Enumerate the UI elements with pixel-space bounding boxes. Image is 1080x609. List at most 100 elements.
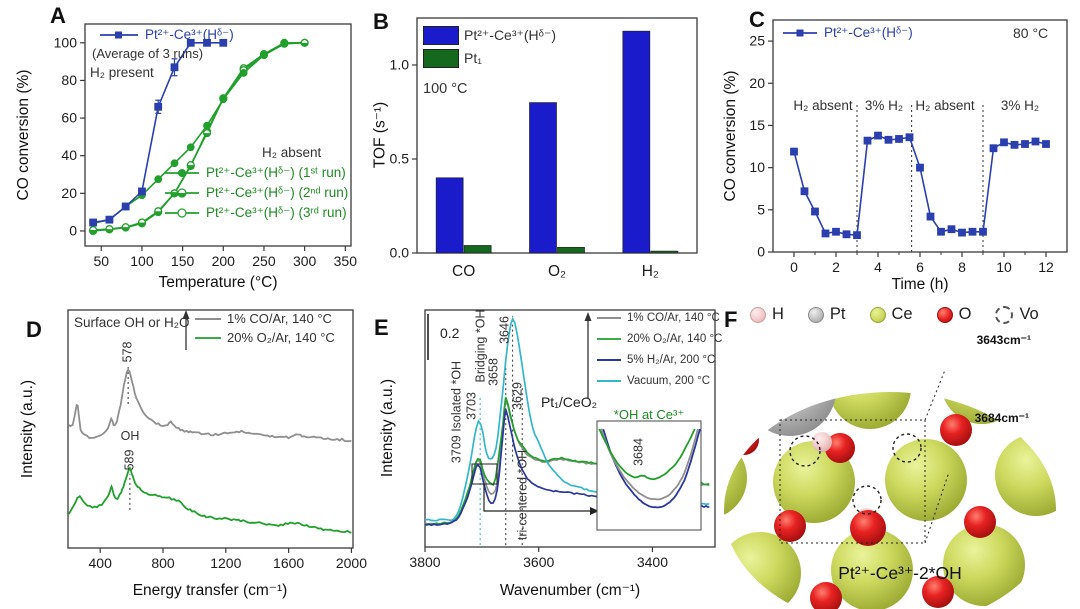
green-line-marker-icon [597,338,621,340]
panel-c-ylabel: CO conversion (%) [722,70,739,202]
svg-text:100: 100 [130,253,154,269]
legend-e-green: 20% O₂/Ar, 140 °C [596,333,722,345]
vo-vacancy-icon [995,306,1014,324]
scalebar-label: 0.2 [440,325,460,341]
svg-text:6: 6 [916,259,924,275]
legend-run2-label: Pt²⁺-Ce³⁺(Hᵟ⁻) (2ⁿᵈ run) [206,185,349,200]
svg-text:800: 800 [151,555,175,571]
panel-e-plot: 3800 3600 3400 [409,309,716,570]
region-label-1: H₂ absent [793,98,853,113]
panel-e-ylabel: Intensity (a.u.) [379,378,396,478]
panel-c-letter: C [749,7,765,32]
svg-text:250: 250 [252,253,276,269]
svg-text:1.0: 1.0 [390,57,410,73]
structure-caption: Pt²⁺-Ce³⁺-2*OH [838,563,962,583]
green-swatch-icon [423,49,459,68]
legend-e-cyan-label: Vacuum, 200 °C [627,375,711,387]
panel-d-ylabel: Intensity (a.u.) [19,379,36,479]
svg-text:0: 0 [69,222,77,238]
legend-pt-label: Pt [829,305,846,324]
legend-ce-atom: Ce [869,306,913,323]
legend-run1-label: Pt²⁺-Ce³⁺(Hᵟ⁻) (1ˢᵗ run) [206,165,346,180]
panel-c-plot: 0 2 4 6 8 10 12 0 5 10 15 20 25 [749,19,1068,275]
svg-text:O₂: O₂ [548,263,566,280]
legend-e-green-label: 20% O₂/Ar, 140 °C [627,333,723,345]
svg-text:400: 400 [89,555,113,571]
svg-text:0.5: 0.5 [390,151,410,167]
navy-line-marker-icon [597,359,621,361]
condition-h2-present: H₂ present [90,65,154,80]
legend-e-cyan: Vacuum, 200 °C [596,375,710,387]
legend-h2-present-label: Pt²⁺-Ce³⁺(Hᵟ⁻) [145,27,234,42]
svg-text:10: 10 [996,259,1012,275]
svg-text:80: 80 [61,72,77,88]
panel-a-xlabel: Temperature (°C) [158,274,278,291]
svg-text:25: 25 [749,33,765,49]
panel-b-plot: 0.0 0.5 1.0 CO O₂ H₂ [390,17,698,280]
line-half-circle-marker-icon [165,188,199,198]
svg-text:60: 60 [61,110,77,126]
legend-e-gray: 1% CO/Ar, 140 °C [596,312,720,324]
panel-b: 0.0 0.5 1.0 CO O₂ H₂ B TOF (s⁻¹) Pt²⁺-Ce³⁺(Hᵟ… [365,0,715,302]
svg-text:4: 4 [874,259,882,275]
region-label-2: 3% H₂ [864,98,904,113]
legend-bar-blue-label: Pt²⁺-Ce³⁺(Hᵟ⁻) [464,27,557,44]
panel-c-xlabel: Time (h) [891,276,949,293]
svg-text:2000: 2000 [336,555,367,571]
condition-temperature: 80 °C [1013,25,1049,41]
svg-text:40: 40 [61,147,77,163]
svg-text:12: 12 [1038,259,1054,275]
legend-h-atom: H [750,306,784,323]
h-atom-icon [750,307,766,323]
legend-e-navy-label: 5% H₂/Ar, 200 °C [627,354,716,366]
peak-label-3646: 3646 [497,316,512,344]
legend-bar-blue: Pt²⁺-Ce³⁺(Hᵟ⁻) [423,26,556,45]
panel-f-letter: F [724,307,738,332]
peak-label-589: 589 [122,449,137,471]
o-atom-icon [936,307,953,323]
peak-label-3703: 3703 [464,392,479,420]
panel-b-letter: B [373,9,389,34]
legend-vo-label: Vo [1019,305,1039,324]
svg-text:150: 150 [171,253,195,269]
svg-text:CO: CO [452,263,475,280]
legend-bar-green-label: Pt₁ [464,50,482,67]
svg-text:0: 0 [790,259,798,275]
svg-text:3400: 3400 [637,554,668,570]
inset-label-3643: 3643cm⁻¹ [976,333,1031,347]
svg-text:100: 100 [54,34,78,50]
panel-a-ylabel: CO conversion (%) [15,69,32,201]
panel-f-structure [724,369,1056,609]
peak-label-tri-centered: tri-centered *OH [515,449,530,541]
legend-run1: Pt²⁺-Ce³⁺(Hᵟ⁻) (1ˢᵗ run) [163,165,346,180]
region-label-4: 3% H₂ [1000,98,1040,113]
svg-text:200: 200 [212,253,236,269]
svg-text:1600: 1600 [273,555,304,571]
svg-text:0: 0 [757,244,765,260]
svg-text:0.0: 0.0 [390,245,410,261]
svg-text:H₂: H₂ [642,263,659,280]
legend-e-gray-label: 1% CO/Ar, 140 °C [627,312,720,324]
increase-arrow-icon [584,312,592,398]
svg-text:2: 2 [832,259,840,275]
peak-label-3684: 3684 [631,438,646,466]
panel-a: 50 100 150 200 250 300 350 0 20 40 60 80 100 A CO co… [0,0,365,302]
panel-d-xlabel: Energy transfer (cm⁻¹) [132,582,288,599]
increase-arrow-icon [182,310,190,350]
line-square-marker-icon [100,31,138,39]
cyan-line-marker-icon [597,380,621,382]
legend-h2-present: Pt²⁺-Ce³⁺(Hᵟ⁻) [98,27,234,42]
panel-d-letter: D [26,317,42,342]
condition-temperature: 100 °C [423,81,468,97]
panel-f: F H Pt Ce O Vo 3643cm⁻¹ 3684cm⁻¹ Pt²⁺-Ce… [718,302,1080,609]
sample-label: Pt₁/CeO₂ [540,394,598,410]
legend-h-label: H [772,305,784,324]
svg-text:10: 10 [749,159,765,175]
legend-d-gray: 1% CO/Ar, 140 °C [194,312,332,326]
panel-d-plot: 400 800 1200 1600 2000 [67,309,367,571]
svg-text:15: 15 [749,117,765,133]
peak-label-3658: 3658 [486,358,501,386]
legend-bar-green: Pt₁ [423,49,482,68]
panel-a-plot: 50 100 150 200 250 300 350 0 20 40 60 80 100 [54,23,357,269]
panel-e-letter: E [374,315,389,340]
